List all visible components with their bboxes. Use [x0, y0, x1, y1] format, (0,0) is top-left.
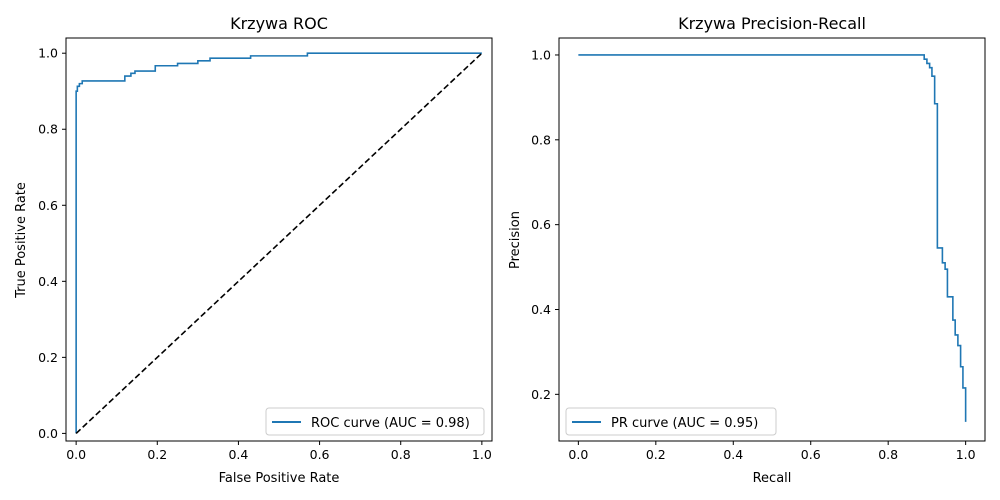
pr-x-tick-label: 0.2	[646, 447, 666, 462]
roc-y-axis-label: True Positive Rate	[14, 182, 29, 299]
roc-y-tick-label: 0.0	[38, 426, 58, 441]
roc-x-tick-label: 0.2	[147, 447, 167, 462]
pr-x-tick-label: 0.0	[568, 447, 588, 462]
roc-x-axis-label: False Positive Rate	[219, 471, 340, 486]
pr-plot-area: 0.0 0.2 0.4 0.6 0.8 1.0 0.2 0.4 0.6 0.8 1.0	[531, 47, 976, 462]
pr-x-tick-label: 0.6	[801, 447, 821, 462]
roc-curve-line	[75, 52, 482, 434]
pr-legend-label: PR curve (AUC = 0.95)	[611, 416, 758, 431]
pr-x-tick-label: 1.0	[956, 447, 976, 462]
pr-y-tick-label: 1.0	[531, 47, 551, 62]
roc-x-tick-label: 0.8	[391, 447, 411, 462]
roc-y-tick-label: 0.8	[38, 122, 58, 137]
roc-chart: Krzywa ROC 0.0 0.2 0.4 0.6 0.8 1.00.00.20.40.…	[14, 14, 493, 486]
roc-y-tick-label: 1.0	[38, 46, 58, 61]
pr-y-tick-label: 0.2	[531, 387, 551, 402]
pr-y-tick-label: 0.6	[531, 217, 551, 232]
roc-diagonal-reference-line	[75, 52, 483, 434]
pr-chart: Krzywa Precision-Recall 0.0 0.2 0.4 0.6 0.8 1…	[508, 14, 986, 486]
roc-x-tick-label: 1.0	[472, 447, 492, 462]
roc-legend-label: ROC curve (AUC = 0.98)	[311, 416, 470, 431]
roc-x-tick-label: 0.6	[310, 447, 330, 462]
pr-title: Krzywa Precision-Recall	[678, 14, 866, 33]
roc-x-tick-label: 0.0	[66, 447, 86, 462]
roc-plot-area: 0.0 0.2 0.4 0.6 0.8 1.0 0.0 0.2 0.4 0.6 0.8 1.0	[38, 46, 492, 462]
roc-x-tick-label: 0.4	[228, 447, 248, 462]
pr-legend-box	[565, 407, 777, 436]
pr-y-tick-label: 0.8	[531, 132, 551, 147]
pr-legend: PR curve (AUC = 0.95)	[565, 407, 777, 436]
pr-y-tick-label: 0.4	[531, 302, 551, 317]
pr-x-tick-label: 0.4	[723, 447, 743, 462]
roc-axes-frame	[65, 37, 493, 442]
pr-x-tick-label: 0.8	[878, 447, 898, 462]
roc-legend-box	[265, 407, 485, 436]
roc-title: Krzywa ROC	[230, 14, 328, 33]
pr-axes-frame	[558, 37, 986, 442]
pr-x-axis-label: Recall	[753, 471, 792, 486]
pr-curve-line	[578, 54, 967, 422]
roc-y-tick-label: 0.2	[38, 350, 58, 365]
roc-y-tick-label: 0.4	[38, 274, 58, 289]
roc-legend: ROC curve (AUC = 0.98)	[265, 407, 485, 436]
pr-y-axis-label: Precision	[508, 211, 523, 269]
roc-y-tick-label: 0.6	[38, 198, 58, 213]
